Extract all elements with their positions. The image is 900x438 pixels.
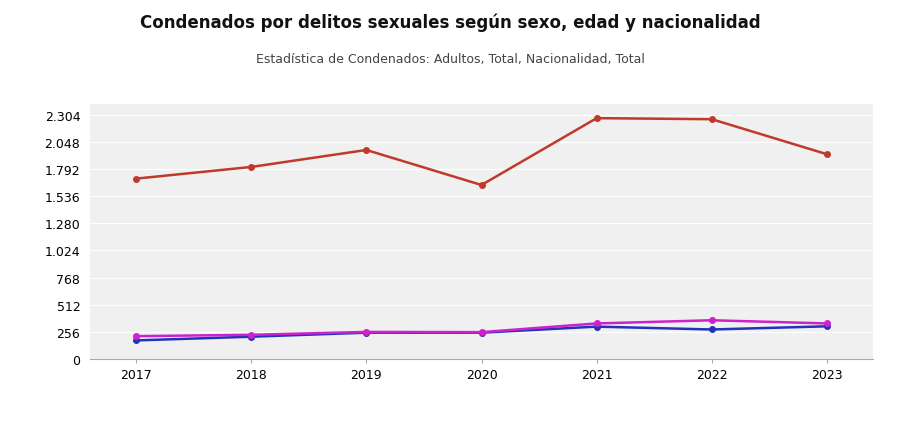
De América [476, 330, 487, 335]
De Africa [822, 324, 832, 329]
De América [246, 332, 256, 338]
De Africa [246, 334, 256, 339]
De Africa [476, 330, 487, 336]
Text: Condenados por delitos sexuales según sexo, edad y nacionalidad: Condenados por delitos sexuales según se… [140, 13, 760, 32]
De América [361, 329, 372, 335]
Española [706, 117, 717, 123]
Text: Estadística de Condenados: Adultos, Total, Nacionalidad, Total: Estadística de Condenados: Adultos, Tota… [256, 53, 644, 66]
Española [246, 165, 256, 170]
Española [822, 152, 832, 158]
De América [591, 321, 602, 326]
De Africa [591, 324, 602, 329]
Legend: Española, De Africa, De América: Española, De Africa, De América [336, 437, 627, 438]
De Africa [361, 330, 372, 336]
Line: Española: Española [133, 116, 830, 188]
Española [591, 116, 602, 121]
Line: De América: De América [133, 318, 830, 339]
De Africa [130, 338, 141, 343]
Española [361, 148, 372, 153]
Line: De Africa: De Africa [133, 324, 830, 343]
Española [476, 183, 487, 188]
De América [130, 334, 141, 339]
De Africa [706, 327, 717, 332]
De América [706, 318, 717, 323]
Española [130, 177, 141, 182]
De América [822, 321, 832, 326]
